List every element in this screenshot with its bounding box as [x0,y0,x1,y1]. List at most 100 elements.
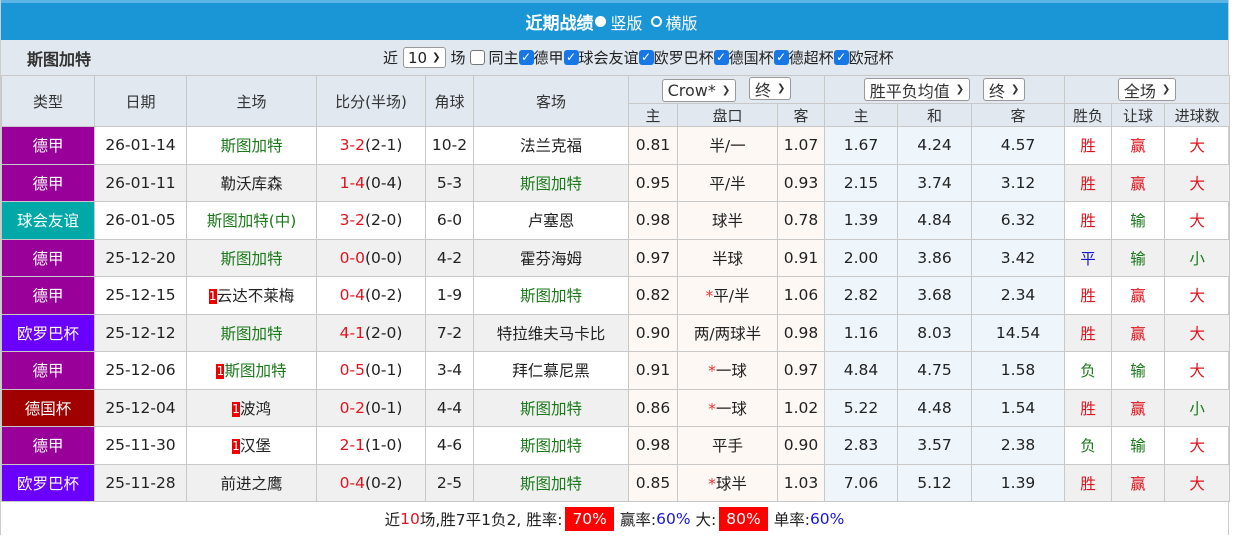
league-cell[interactable]: 德国杯 [1,388,95,427]
period-select[interactable]: 全场 ❯ [1117,78,1177,101]
asian-company-select[interactable]: Crow* ❯ [661,78,737,102]
asian-line: 半球 [711,249,743,268]
date-cell: 25-11-30 [94,426,187,465]
score-cell[interactable]: 3-2(2-0) [316,201,426,240]
star-icon: * [708,474,716,493]
corner-cell: 2-5 [425,463,474,502]
score-cell[interactable]: 0-0(0-0) [316,238,426,277]
full-time-score: 4-1 [339,323,365,342]
euro-type-select[interactable]: 胜平负均值 ❯ [863,78,971,101]
home-team-cell[interactable]: 斯图加特 [186,238,317,277]
league-cell[interactable]: 德甲 [1,163,95,202]
asian-line-cell: 球半 [677,201,778,240]
score-cell[interactable]: 2-1(1-0) [316,426,426,465]
date-cell: 25-11-28 [94,463,187,502]
corner-cell: 4-2 [425,238,474,277]
full-time-score: 3-2 [339,211,365,230]
away-team-cell[interactable]: 斯图加特 [473,463,629,502]
asian-line-cell: 两/两球半 [677,313,778,352]
score-cell[interactable]: 0-4(0-2) [316,463,426,502]
radio-horizontal[interactable] [650,16,662,27]
home-team-cell[interactable]: 勒沃库森 [186,163,317,202]
home-team-cell[interactable]: 1波鸿 [186,388,317,427]
away-team-cell[interactable]: 拜仁慕尼黑 [473,351,629,390]
league-cell[interactable]: 欧罗巴杯 [1,463,95,502]
league-cell[interactable]: 欧罗巴杯 [1,313,95,352]
score-cell[interactable]: 0-5(0-1) [316,351,426,390]
chevron-down-icon: ❯ [1161,84,1171,95]
away-team-cell[interactable]: 斯图加特 [473,426,629,465]
half-time-score: (2-1) [364,136,403,155]
asian-odds-header: Crow* ❯ 终 ❯ [627,75,826,104]
chevron-down-icon: ❯ [721,84,731,96]
euro-draw-odds: 8.03 [897,313,973,352]
corner-cell: 4-4 [425,388,474,427]
match-count-select[interactable]: 10 ❯ [403,47,446,68]
same-home-checkbox[interactable] [469,50,485,65]
subheader-goals-result: 进球数 [1164,103,1231,127]
league-checkbox[interactable]: ✓ [833,50,849,65]
league-cell[interactable]: 球会友谊 [1,201,95,240]
goals-result-cell: 大 [1164,201,1231,240]
asian-away-odds: 0.78 [776,201,826,240]
league-checkbox[interactable]: ✓ [773,50,789,65]
away-team-cell[interactable]: 斯图加特 [473,276,629,315]
red-card-icon: 1 [231,439,240,455]
full-time-score: 2-1 [339,436,365,455]
away-team-cell[interactable]: 霍芬海姆 [473,238,629,277]
corner-cell: 5-3 [425,163,474,202]
away-team-cell[interactable]: 斯图加特 [473,388,629,427]
league-cell[interactable]: 德甲 [1,276,95,315]
league-checkbox[interactable]: ✓ [518,50,534,65]
league-cell[interactable]: 德甲 [1,426,95,465]
result-cell: 胜 [1064,463,1113,502]
away-team-cell[interactable]: 特拉维夫马卡比 [473,313,629,352]
away-team-cell[interactable]: 斯图加特 [473,163,629,202]
euro-draw-odds: 4.48 [897,388,973,427]
league-checkbox[interactable]: ✓ [563,50,579,65]
home-team-cell[interactable]: 1云达不莱梅 [186,276,317,315]
score-cell[interactable]: 0-4(0-2) [316,276,426,315]
header-away: 客场 [473,75,629,127]
league-cell[interactable]: 德甲 [1,238,95,277]
radio-horizontal-label[interactable]: 横版 [665,13,698,33]
goals-result-cell: 大 [1164,126,1231,165]
score-cell[interactable]: 1-4(0-4) [316,163,426,202]
away-team-cell[interactable]: 卢塞恩 [473,201,629,240]
asian-stage-select[interactable]: 终 ❯ [749,77,792,101]
home-team-cell[interactable]: 斯图加特 [186,126,317,165]
league-checkbox[interactable]: ✓ [638,50,654,65]
asian-line-cell: 平手 [677,426,778,465]
home-team-cell[interactable]: 斯图加特(中) [186,201,317,240]
home-team-cell[interactable]: 1斯图加特 [186,351,317,390]
date-cell: 25-12-20 [94,238,187,277]
period-value: 全场 [1123,81,1156,101]
score-cell[interactable]: 0-2(0-1) [316,388,426,427]
league-cell[interactable]: 德甲 [1,126,95,165]
half-time-score: (0-1) [364,361,403,380]
date-cell: 26-01-11 [94,163,187,202]
corner-cell: 7-2 [425,313,474,352]
score-cell[interactable]: 4-1(2-0) [316,313,426,352]
home-team-cell[interactable]: 斯图加特 [186,313,317,352]
euro-away-odds: 2.34 [971,276,1066,315]
home-team-name: 波鸿 [239,399,271,418]
corner-cell: 1-9 [425,276,474,315]
radio-vertical[interactable] [595,16,607,27]
euro-home-odds: 2.15 [824,163,899,202]
home-team-cell[interactable]: 1汉堡 [186,426,317,465]
away-team-cell[interactable]: 法兰克福 [473,126,629,165]
euro-home-odds: 2.00 [824,238,899,277]
home-team-cell[interactable]: 前进之鹰 [186,463,317,502]
table-row: 德甲 26-01-14 斯图加特 3-2(2-1) 10-2 法兰克福 0.81 半/一 1.0… [1,126,1231,165]
score-cell[interactable]: 3-2(2-1) [316,126,426,165]
radio-vertical-label[interactable]: 竖版 [610,13,643,33]
goals-result-cell: 小 [1164,238,1231,277]
euro-home-odds: 1.16 [824,313,899,352]
league-checkbox-label: 球会友谊 [578,49,639,67]
handicap-result-cell: 赢 [1111,463,1166,502]
league-cell[interactable]: 德甲 [1,351,95,390]
league-checkbox[interactable]: ✓ [713,50,729,65]
asian-line-cell: *一球 [677,388,778,427]
euro-stage-select[interactable]: 终 ❯ [982,78,1026,101]
